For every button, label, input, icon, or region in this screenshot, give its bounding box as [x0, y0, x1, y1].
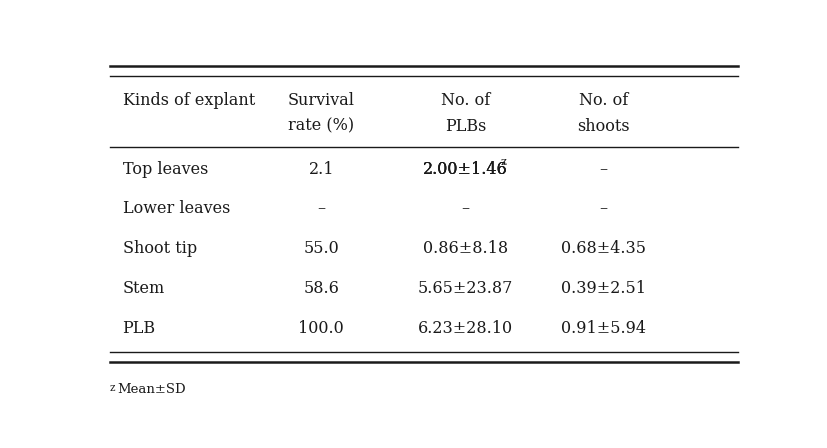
Text: –: –	[600, 161, 607, 178]
Text: No. of: No. of	[579, 92, 628, 109]
Text: 5.65±23.87: 5.65±23.87	[418, 280, 514, 297]
Text: Top leaves: Top leaves	[122, 161, 208, 178]
Text: rate (%): rate (%)	[289, 118, 354, 135]
Text: 0.68±4.35: 0.68±4.35	[561, 240, 646, 257]
Text: Shoot tip: Shoot tip	[122, 240, 197, 257]
Text: 55.0: 55.0	[304, 240, 339, 257]
Text: z: z	[501, 157, 507, 167]
Text: 58.6: 58.6	[304, 280, 339, 297]
Text: 0.91±5.94: 0.91±5.94	[561, 319, 646, 336]
Text: 0.39±2.51: 0.39±2.51	[561, 280, 646, 297]
Text: 2.00±1.46: 2.00±1.46	[423, 161, 508, 178]
Text: 0.86±8.18: 0.86±8.18	[423, 240, 508, 257]
Text: –: –	[461, 201, 470, 217]
Text: shoots: shoots	[577, 118, 629, 135]
Text: 6.23±28.10: 6.23±28.10	[418, 319, 513, 336]
Text: PLBs: PLBs	[445, 118, 486, 135]
Text: –: –	[600, 201, 607, 217]
Text: Mean±SD: Mean±SD	[117, 383, 186, 396]
Text: Lower leaves: Lower leaves	[122, 201, 230, 217]
Text: No. of: No. of	[441, 92, 490, 109]
Text: 2.1: 2.1	[308, 161, 334, 178]
Text: 2.00±1.46: 2.00±1.46	[423, 161, 508, 178]
Text: 2.00±1.46: 2.00±1.46	[423, 161, 508, 178]
Text: PLB: PLB	[122, 319, 155, 336]
Text: z: z	[110, 383, 115, 393]
Text: Survival: Survival	[288, 92, 355, 109]
Text: –: –	[318, 201, 325, 217]
Text: 100.0: 100.0	[299, 319, 344, 336]
Text: Kinds of explant: Kinds of explant	[122, 92, 255, 109]
Text: Stem: Stem	[122, 280, 165, 297]
